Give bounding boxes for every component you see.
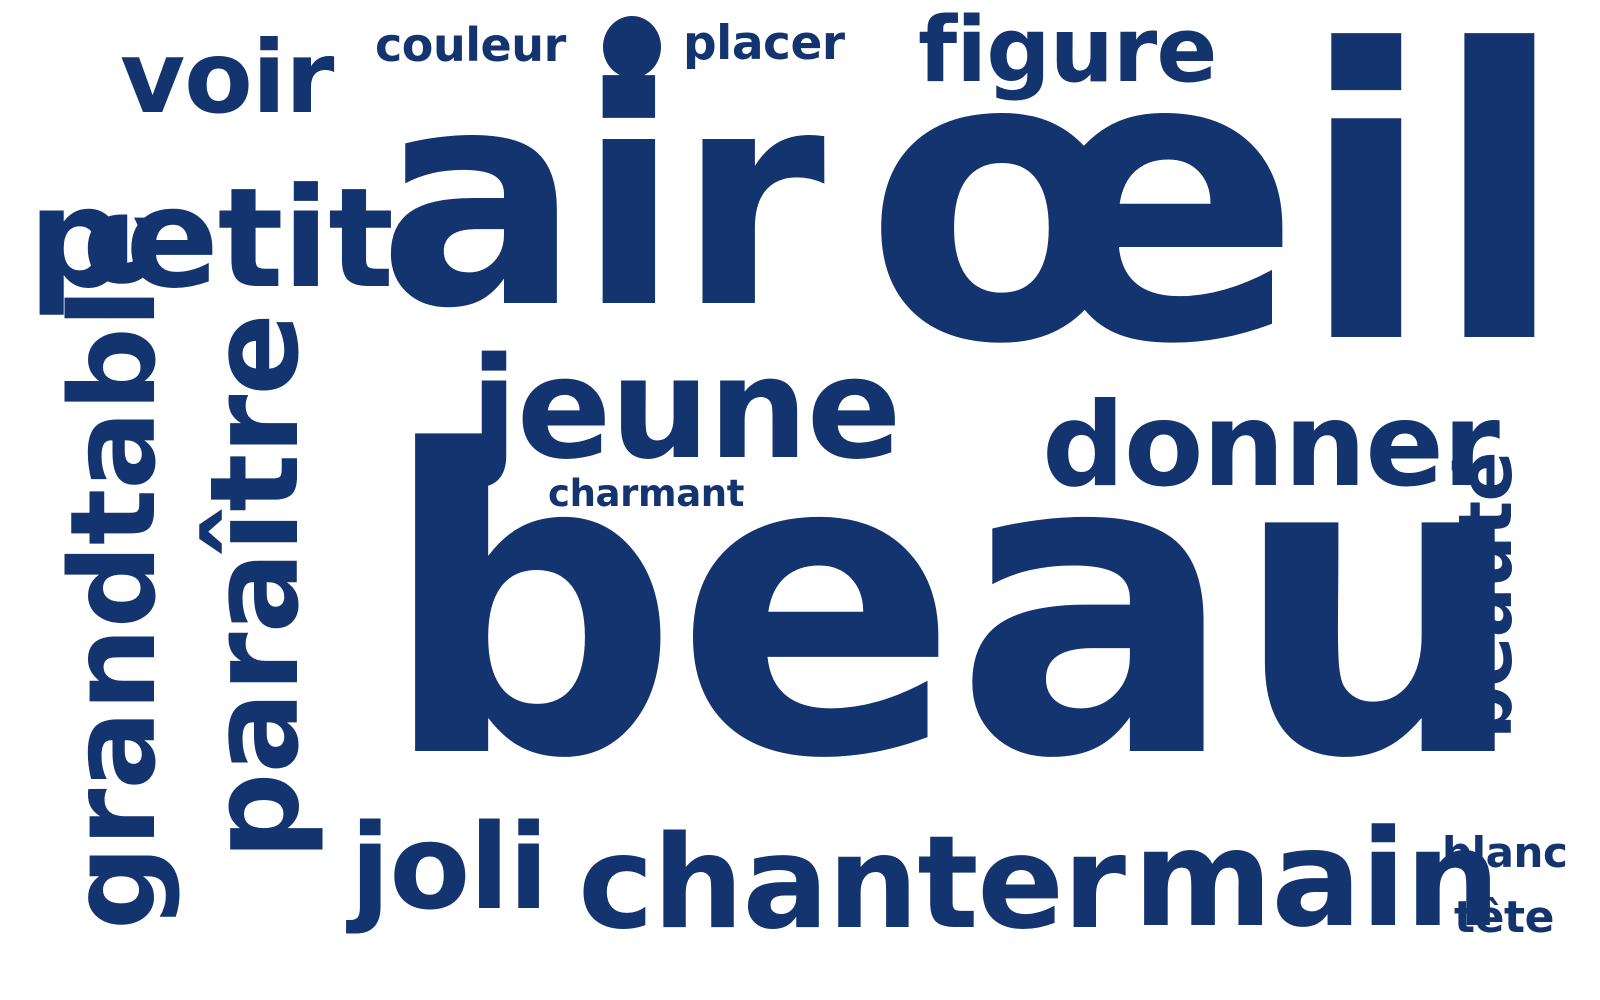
word-beau: beau — [380, 363, 1530, 850]
word-charmant: charmant — [548, 472, 745, 515]
word-donner: donner — [1042, 378, 1500, 513]
word-beaute: beauté — [1443, 452, 1529, 739]
word-paraitre: paraître — [184, 314, 326, 860]
word-air: air — [378, 25, 825, 374]
dot-mark — [603, 16, 661, 78]
word-petit: petit — [28, 158, 394, 319]
word-joli: joli — [350, 798, 549, 936]
word-main: main — [1133, 801, 1500, 957]
word-tete: tête — [1454, 892, 1554, 943]
word-figure: figure — [918, 0, 1217, 103]
word-placer: placer — [683, 16, 845, 71]
word-couleur: couleur — [375, 18, 566, 72]
word-jeune: jeune — [470, 328, 902, 491]
word-blanc: blanc — [1442, 828, 1568, 877]
word-chanter: chanter — [578, 809, 1126, 958]
word-voir: voir — [120, 19, 334, 136]
word-oeil: œil — [864, 0, 1568, 432]
word-grandtable: grandtable — [44, 210, 182, 930]
